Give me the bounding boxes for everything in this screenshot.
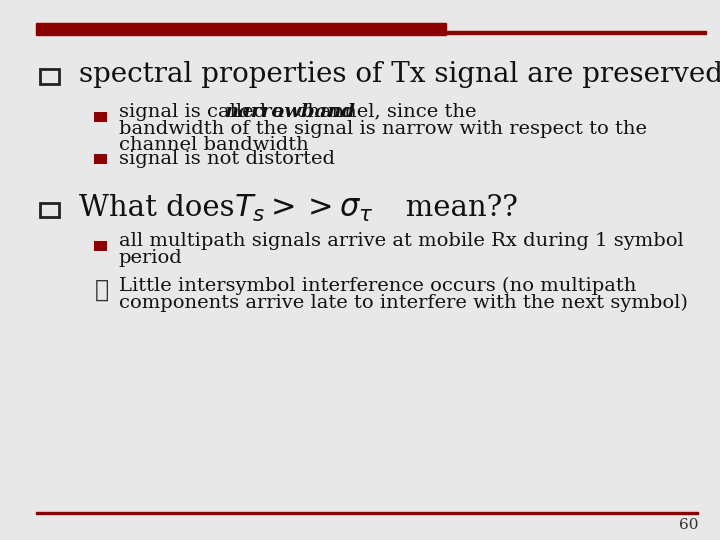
FancyBboxPatch shape [94, 241, 107, 251]
Text: signal is called a: signal is called a [119, 103, 290, 121]
Text: narrowband: narrowband [225, 103, 356, 121]
Text: ∴: ∴ [95, 279, 109, 302]
FancyBboxPatch shape [94, 112, 107, 122]
Bar [36, 23, 446, 35]
FancyBboxPatch shape [94, 154, 107, 164]
Text: $T_s >> \sigma_\tau$: $T_s >> \sigma_\tau$ [234, 193, 374, 224]
Text: What does: What does [79, 194, 244, 222]
Text: bandwidth of the signal is narrow with respect to the: bandwidth of the signal is narrow with r… [119, 119, 647, 138]
Text: Little intersymbol interference occurs (no multipath: Little intersymbol interference occurs (… [119, 277, 636, 295]
FancyBboxPatch shape [40, 202, 59, 217]
Text: channel, since the: channel, since the [290, 103, 477, 121]
Text: channel bandwidth: channel bandwidth [119, 136, 309, 154]
Text: signal is not distorted: signal is not distorted [119, 150, 335, 168]
Text: all multipath signals arrive at mobile Rx during 1 symbol: all multipath signals arrive at mobile R… [119, 232, 683, 251]
Text: components arrive late to interfere with the next symbol): components arrive late to interfere with… [119, 294, 688, 312]
Text: spectral properties of Tx signal are preserved: spectral properties of Tx signal are pre… [79, 61, 720, 88]
Bar [446, 31, 706, 34]
Text: mean??: mean?? [378, 194, 518, 222]
Text: 60: 60 [679, 518, 698, 532]
FancyBboxPatch shape [40, 69, 59, 84]
Bar [36, 512, 698, 514]
Text: period: period [119, 249, 183, 267]
